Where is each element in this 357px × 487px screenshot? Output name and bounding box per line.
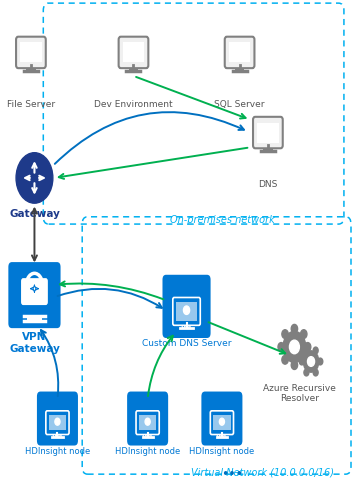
- Circle shape: [304, 347, 309, 354]
- Circle shape: [291, 324, 298, 333]
- Circle shape: [282, 356, 288, 364]
- Circle shape: [301, 330, 307, 338]
- Bar: [257, 123, 278, 143]
- Bar: [129, 68, 139, 71]
- Circle shape: [301, 356, 307, 364]
- Circle shape: [303, 351, 319, 372]
- Text: DNS: DNS: [258, 180, 278, 189]
- Text: •••: •••: [221, 468, 243, 481]
- FancyBboxPatch shape: [46, 411, 69, 434]
- Circle shape: [219, 418, 225, 425]
- Text: Dev Environment: Dev Environment: [94, 100, 173, 109]
- Text: File Server: File Server: [7, 100, 55, 109]
- Bar: [49, 415, 66, 431]
- Circle shape: [318, 358, 323, 365]
- Circle shape: [313, 369, 318, 376]
- Text: VPN
Gateway: VPN Gateway: [9, 332, 60, 354]
- Circle shape: [55, 418, 60, 425]
- FancyBboxPatch shape: [8, 262, 61, 328]
- FancyBboxPatch shape: [21, 278, 48, 305]
- Circle shape: [313, 347, 318, 354]
- Text: Custom DNS Server: Custom DNS Server: [142, 339, 231, 348]
- Circle shape: [145, 418, 150, 425]
- Bar: [229, 42, 250, 62]
- Bar: [235, 68, 245, 71]
- FancyBboxPatch shape: [16, 37, 46, 68]
- Circle shape: [304, 369, 309, 376]
- Text: VM: VM: [216, 434, 227, 439]
- Text: HDInsight node: HDInsight node: [115, 447, 180, 455]
- Text: Gateway: Gateway: [9, 209, 60, 219]
- FancyBboxPatch shape: [173, 298, 200, 325]
- Text: SQL Server: SQL Server: [214, 100, 265, 109]
- FancyBboxPatch shape: [136, 411, 159, 434]
- FancyBboxPatch shape: [225, 37, 255, 68]
- Circle shape: [16, 153, 53, 203]
- Text: HDInsight node: HDInsight node: [189, 447, 255, 455]
- Bar: [27, 315, 42, 323]
- Text: VM: VM: [181, 325, 192, 330]
- FancyBboxPatch shape: [201, 392, 242, 446]
- Text: VM: VM: [142, 434, 153, 439]
- FancyBboxPatch shape: [127, 392, 168, 446]
- Bar: [139, 415, 156, 431]
- Circle shape: [183, 306, 190, 315]
- Bar: [123, 42, 144, 62]
- Text: VM: VM: [52, 434, 63, 439]
- Circle shape: [278, 342, 285, 351]
- Bar: [263, 148, 273, 151]
- Bar: [20, 42, 42, 62]
- Bar: [26, 68, 36, 71]
- Circle shape: [307, 356, 315, 366]
- FancyBboxPatch shape: [253, 117, 283, 148]
- Text: HDInsight node: HDInsight node: [25, 447, 90, 455]
- Circle shape: [283, 331, 306, 362]
- Text: On-premises network: On-premises network: [170, 215, 274, 225]
- Circle shape: [291, 361, 298, 370]
- Circle shape: [282, 330, 288, 338]
- FancyBboxPatch shape: [210, 411, 233, 434]
- Circle shape: [290, 340, 300, 354]
- Circle shape: [305, 342, 311, 351]
- FancyBboxPatch shape: [162, 275, 211, 338]
- FancyBboxPatch shape: [37, 392, 78, 446]
- Text: Azure Recursive
Resolver: Azure Recursive Resolver: [263, 384, 336, 403]
- Circle shape: [299, 358, 304, 365]
- FancyBboxPatch shape: [119, 37, 149, 68]
- Text: Virtual Network (10.0.0.0/16): Virtual Network (10.0.0.0/16): [191, 468, 334, 478]
- Bar: [213, 415, 231, 431]
- Bar: [176, 302, 197, 321]
